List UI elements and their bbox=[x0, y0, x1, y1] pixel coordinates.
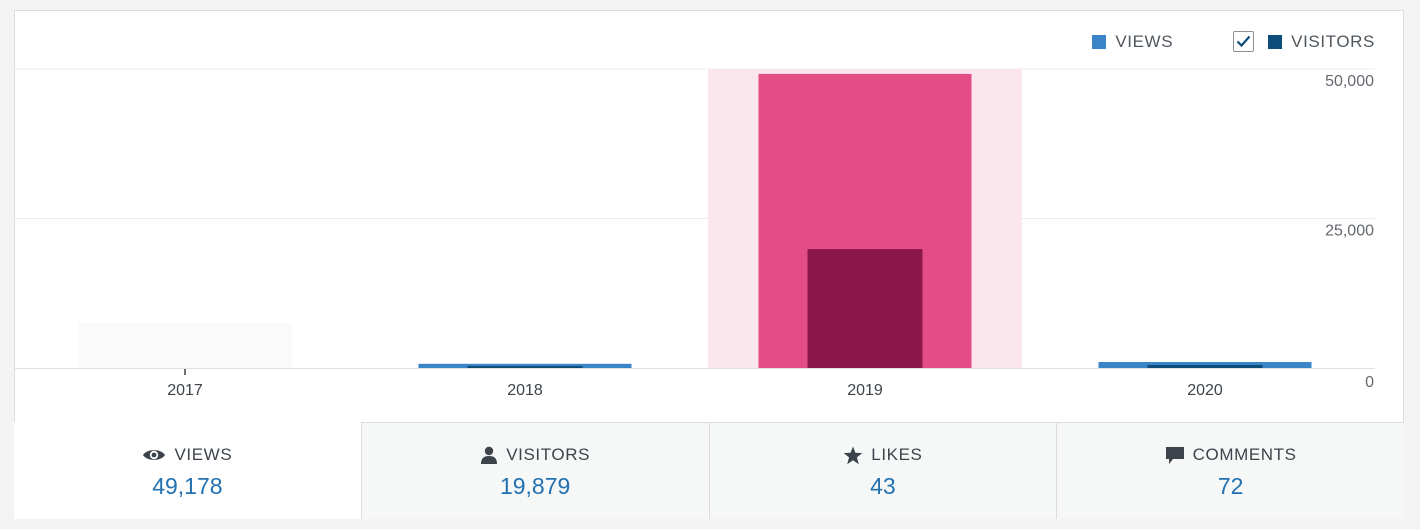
star-icon bbox=[843, 446, 863, 465]
legend-label-views: VIEWS bbox=[1115, 31, 1174, 51]
x-tick-label-2020: 2020 bbox=[1187, 382, 1223, 399]
x-tick-label-2019: 2019 bbox=[847, 382, 883, 399]
tab-likes-label: LIKES bbox=[871, 445, 923, 464]
bar-visitors-2020 bbox=[1147, 365, 1263, 368]
bar-visitors-2019 bbox=[807, 249, 923, 368]
tab-likes[interactable]: LIKES 43 bbox=[708, 422, 1057, 519]
eye-icon bbox=[142, 447, 166, 463]
tab-views-label: VIEWS bbox=[174, 445, 233, 464]
x-tick-label-2017: 2017 bbox=[167, 382, 203, 399]
chart-legend: VIEWS VISITORS bbox=[1092, 31, 1375, 52]
tab-visitors[interactable]: VISITORS 19,879 bbox=[360, 422, 709, 519]
bar-chart: 2017 2018 2019 2020 0 25,000 50,000 bbox=[15, 68, 1375, 399]
y-tick-label-2: 50,000 bbox=[1325, 73, 1374, 90]
legend-item-views: VIEWS bbox=[1092, 32, 1173, 52]
tab-views[interactable]: VIEWS 49,178 bbox=[14, 422, 361, 519]
stats-card: 2017 2018 2019 2020 0 25,000 50,000 VIEWS VISI… bbox=[14, 10, 1404, 519]
tab-comments-label: COMMENTS bbox=[1192, 445, 1297, 464]
y-tick-label-1: 25,000 bbox=[1325, 223, 1374, 240]
tab-likes-value: 43 bbox=[870, 473, 896, 499]
tab-comments[interactable]: COMMENTS 72 bbox=[1056, 422, 1404, 519]
tab-comments-value: 72 bbox=[1217, 473, 1244, 499]
checkmark-icon bbox=[1236, 35, 1251, 48]
x-tick-label-2018: 2018 bbox=[507, 382, 543, 399]
visitors-checkbox[interactable] bbox=[1233, 31, 1255, 52]
y-tick-label-0: 0 bbox=[1365, 374, 1374, 391]
hover-band-2017 bbox=[78, 323, 292, 368]
legend-swatch-views bbox=[1092, 34, 1107, 49]
legend-swatch-visitors bbox=[1268, 34, 1283, 49]
person-icon bbox=[480, 446, 498, 464]
legend-item-visitors[interactable]: VISITORS bbox=[1233, 31, 1375, 52]
bar-visitors-2018 bbox=[467, 366, 583, 368]
comment-icon bbox=[1165, 446, 1185, 465]
tab-visitors-value: 19,879 bbox=[499, 473, 571, 499]
tab-visitors-label: VISITORS bbox=[506, 445, 591, 464]
stats-tabs: VIEWS 49,178 VISITORS 19,879 bbox=[14, 422, 1404, 519]
bar-views-2018 bbox=[418, 363, 632, 368]
tab-views-value: 49,178 bbox=[152, 473, 223, 499]
legend-label-visitors: VISITORS bbox=[1291, 31, 1375, 51]
